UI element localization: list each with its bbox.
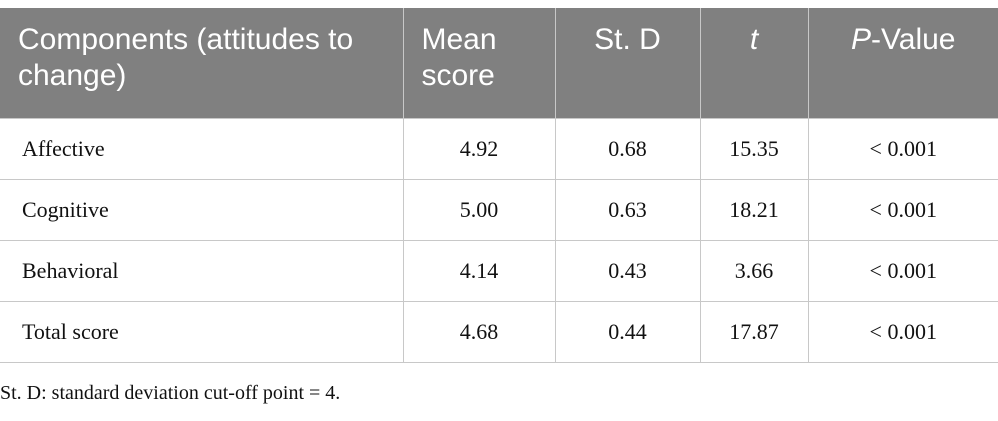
table-row: Affective 4.92 0.68 15.35 < 0.001 bbox=[0, 117, 998, 180]
table-row: Behavioral 4.14 0.43 3.66 < 0.001 bbox=[0, 239, 998, 302]
table-cell: 18.21 bbox=[699, 178, 809, 241]
table-cell: 15.35 bbox=[699, 117, 809, 180]
table-cell: < 0.001 bbox=[807, 239, 998, 302]
header-row: Components (attitudes to change) Mean sc… bbox=[0, 8, 998, 118]
table-cell: < 0.001 bbox=[807, 300, 998, 363]
header-cell: Mean score bbox=[403, 8, 556, 118]
header-cell: Components (attitudes to change) bbox=[0, 8, 404, 118]
table-cell: 0.44 bbox=[554, 300, 701, 363]
table-cell: < 0.001 bbox=[807, 178, 998, 241]
table-cell: 5.00 bbox=[402, 178, 556, 241]
table-cell: 4.68 bbox=[402, 300, 556, 363]
table-cell: 3.66 bbox=[699, 239, 809, 302]
header-italic: P bbox=[850, 23, 871, 56]
table-cell: 17.87 bbox=[699, 300, 809, 363]
table-cell: 0.63 bbox=[554, 178, 701, 241]
table-cell: 4.14 bbox=[402, 239, 556, 302]
table-cell: Behavioral bbox=[0, 239, 404, 302]
header-cell: t bbox=[700, 8, 809, 118]
header-cell: P-Value bbox=[808, 8, 998, 118]
table-cell: 0.68 bbox=[554, 117, 701, 180]
footnote: St. D: standard deviation cut-off point … bbox=[0, 382, 341, 404]
table-cell: 0.43 bbox=[554, 239, 701, 302]
table-row: Total score 4.68 0.44 17.87 < 0.001 bbox=[0, 300, 998, 363]
header-text: -Value bbox=[871, 23, 956, 56]
table-cell: Cognitive bbox=[0, 178, 404, 241]
header-cell: St. D bbox=[555, 8, 701, 118]
table-cell: Total score bbox=[0, 300, 404, 363]
table-cell: 4.92 bbox=[402, 117, 556, 180]
table-row: Cognitive 5.00 0.63 18.21 < 0.001 bbox=[0, 178, 998, 241]
table-cell: Affective bbox=[0, 117, 404, 180]
table-cell: < 0.001 bbox=[807, 117, 998, 180]
data-table: Components (attitudes to change) Mean sc… bbox=[0, 8, 998, 363]
